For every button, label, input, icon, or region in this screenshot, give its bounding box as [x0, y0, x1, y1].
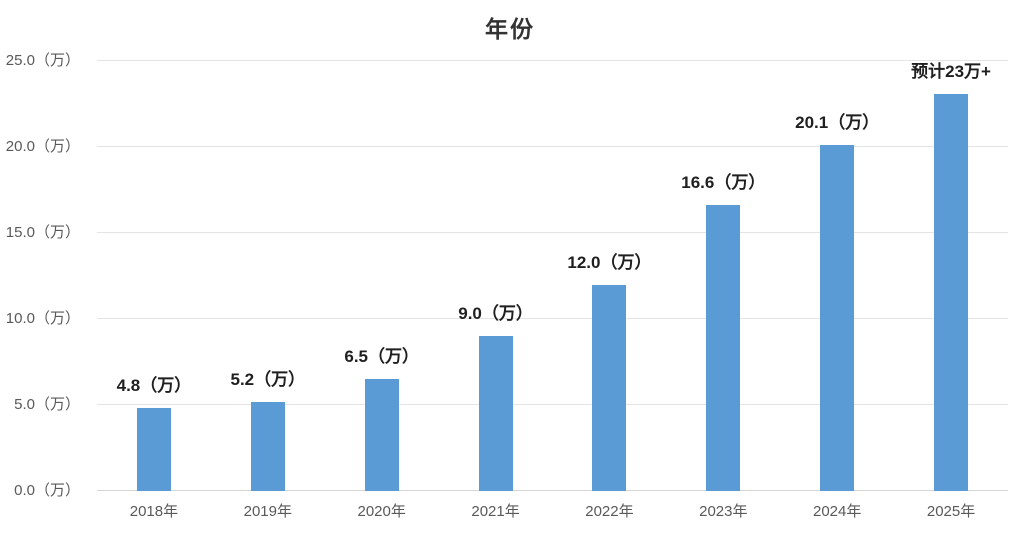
y-axis-tick-label: 20.0（万） [5, 138, 80, 155]
plot-area: 4.8（万） 2018年 5.2（万） 2019年 6.5（万） 2020年 9.0（万） 2… [97, 60, 1008, 520]
data-label: 9.0（万） [458, 304, 533, 324]
gridline [97, 146, 1008, 147]
bar-2020年 [364, 379, 399, 491]
bar-2018年 [136, 408, 171, 491]
gridline [97, 232, 1008, 233]
x-axis-tick-label: 2021年 [471, 503, 520, 520]
x-axis-tick-label: 2025年 [926, 503, 976, 520]
bar-2021年 [478, 336, 513, 491]
gridline [97, 404, 1008, 405]
bar-column: 12.0（万） 2022年 [553, 61, 667, 520]
x-axis-tick-label: 2018年 [129, 503, 179, 520]
y-axis-tick-label: 0.0（万） [14, 482, 80, 499]
bar-column: 5.2（万） 2019年 [211, 61, 325, 520]
data-label: 4.8（万） [116, 376, 192, 396]
x-axis-tick-label: 2023年 [699, 503, 748, 520]
bar-2025年 [934, 93, 969, 491]
data-label: 12.0（万） [567, 252, 652, 272]
bar-column: 9.0（万） 2021年 [439, 61, 553, 520]
chart-title: 年份 [485, 17, 535, 42]
y-axis: 0.0（万） 5.0（万） 10.0（万） 15.0（万） 20.0（万） 25.0（万） [0, 52, 86, 499]
y-axis-tick-label: 25.0（万） [5, 52, 80, 69]
bar-column: 4.8（万） 2018年 [97, 61, 211, 520]
data-label: 16.6（万） [681, 173, 766, 193]
x-axis-line [97, 490, 1008, 491]
bar-2023年 [706, 205, 741, 491]
y-axis-tick-label: 10.0（万） [5, 310, 80, 327]
bar-column: 预计23万+ 2025年 [894, 61, 1008, 520]
bar-2024年 [820, 145, 855, 491]
bar-2022年 [592, 284, 627, 491]
x-axis-tick-label: 2022年 [585, 503, 634, 520]
x-axis-tick-label: 2024年 [813, 503, 862, 520]
x-axis-tick-label: 2020年 [357, 503, 406, 520]
bar-column: 16.6（万） 2023年 [666, 61, 780, 520]
y-axis-tick-label: 15.0（万） [5, 224, 80, 241]
bar-column: 20.1（万） 2024年 [780, 61, 894, 520]
gridline [97, 60, 1008, 61]
x-axis-tick-label: 2019年 [243, 503, 292, 520]
y-axis-tick-label: 5.0（万） [14, 396, 80, 413]
data-label: 预计23万+ [911, 61, 991, 81]
bar-2019年 [250, 401, 285, 491]
data-label: 20.1（万） [795, 113, 880, 133]
gridline [97, 318, 1008, 319]
data-label: 6.5（万） [344, 347, 420, 367]
bar-column: 6.5（万） 2020年 [325, 61, 439, 520]
data-label: 5.2（万） [230, 369, 306, 389]
